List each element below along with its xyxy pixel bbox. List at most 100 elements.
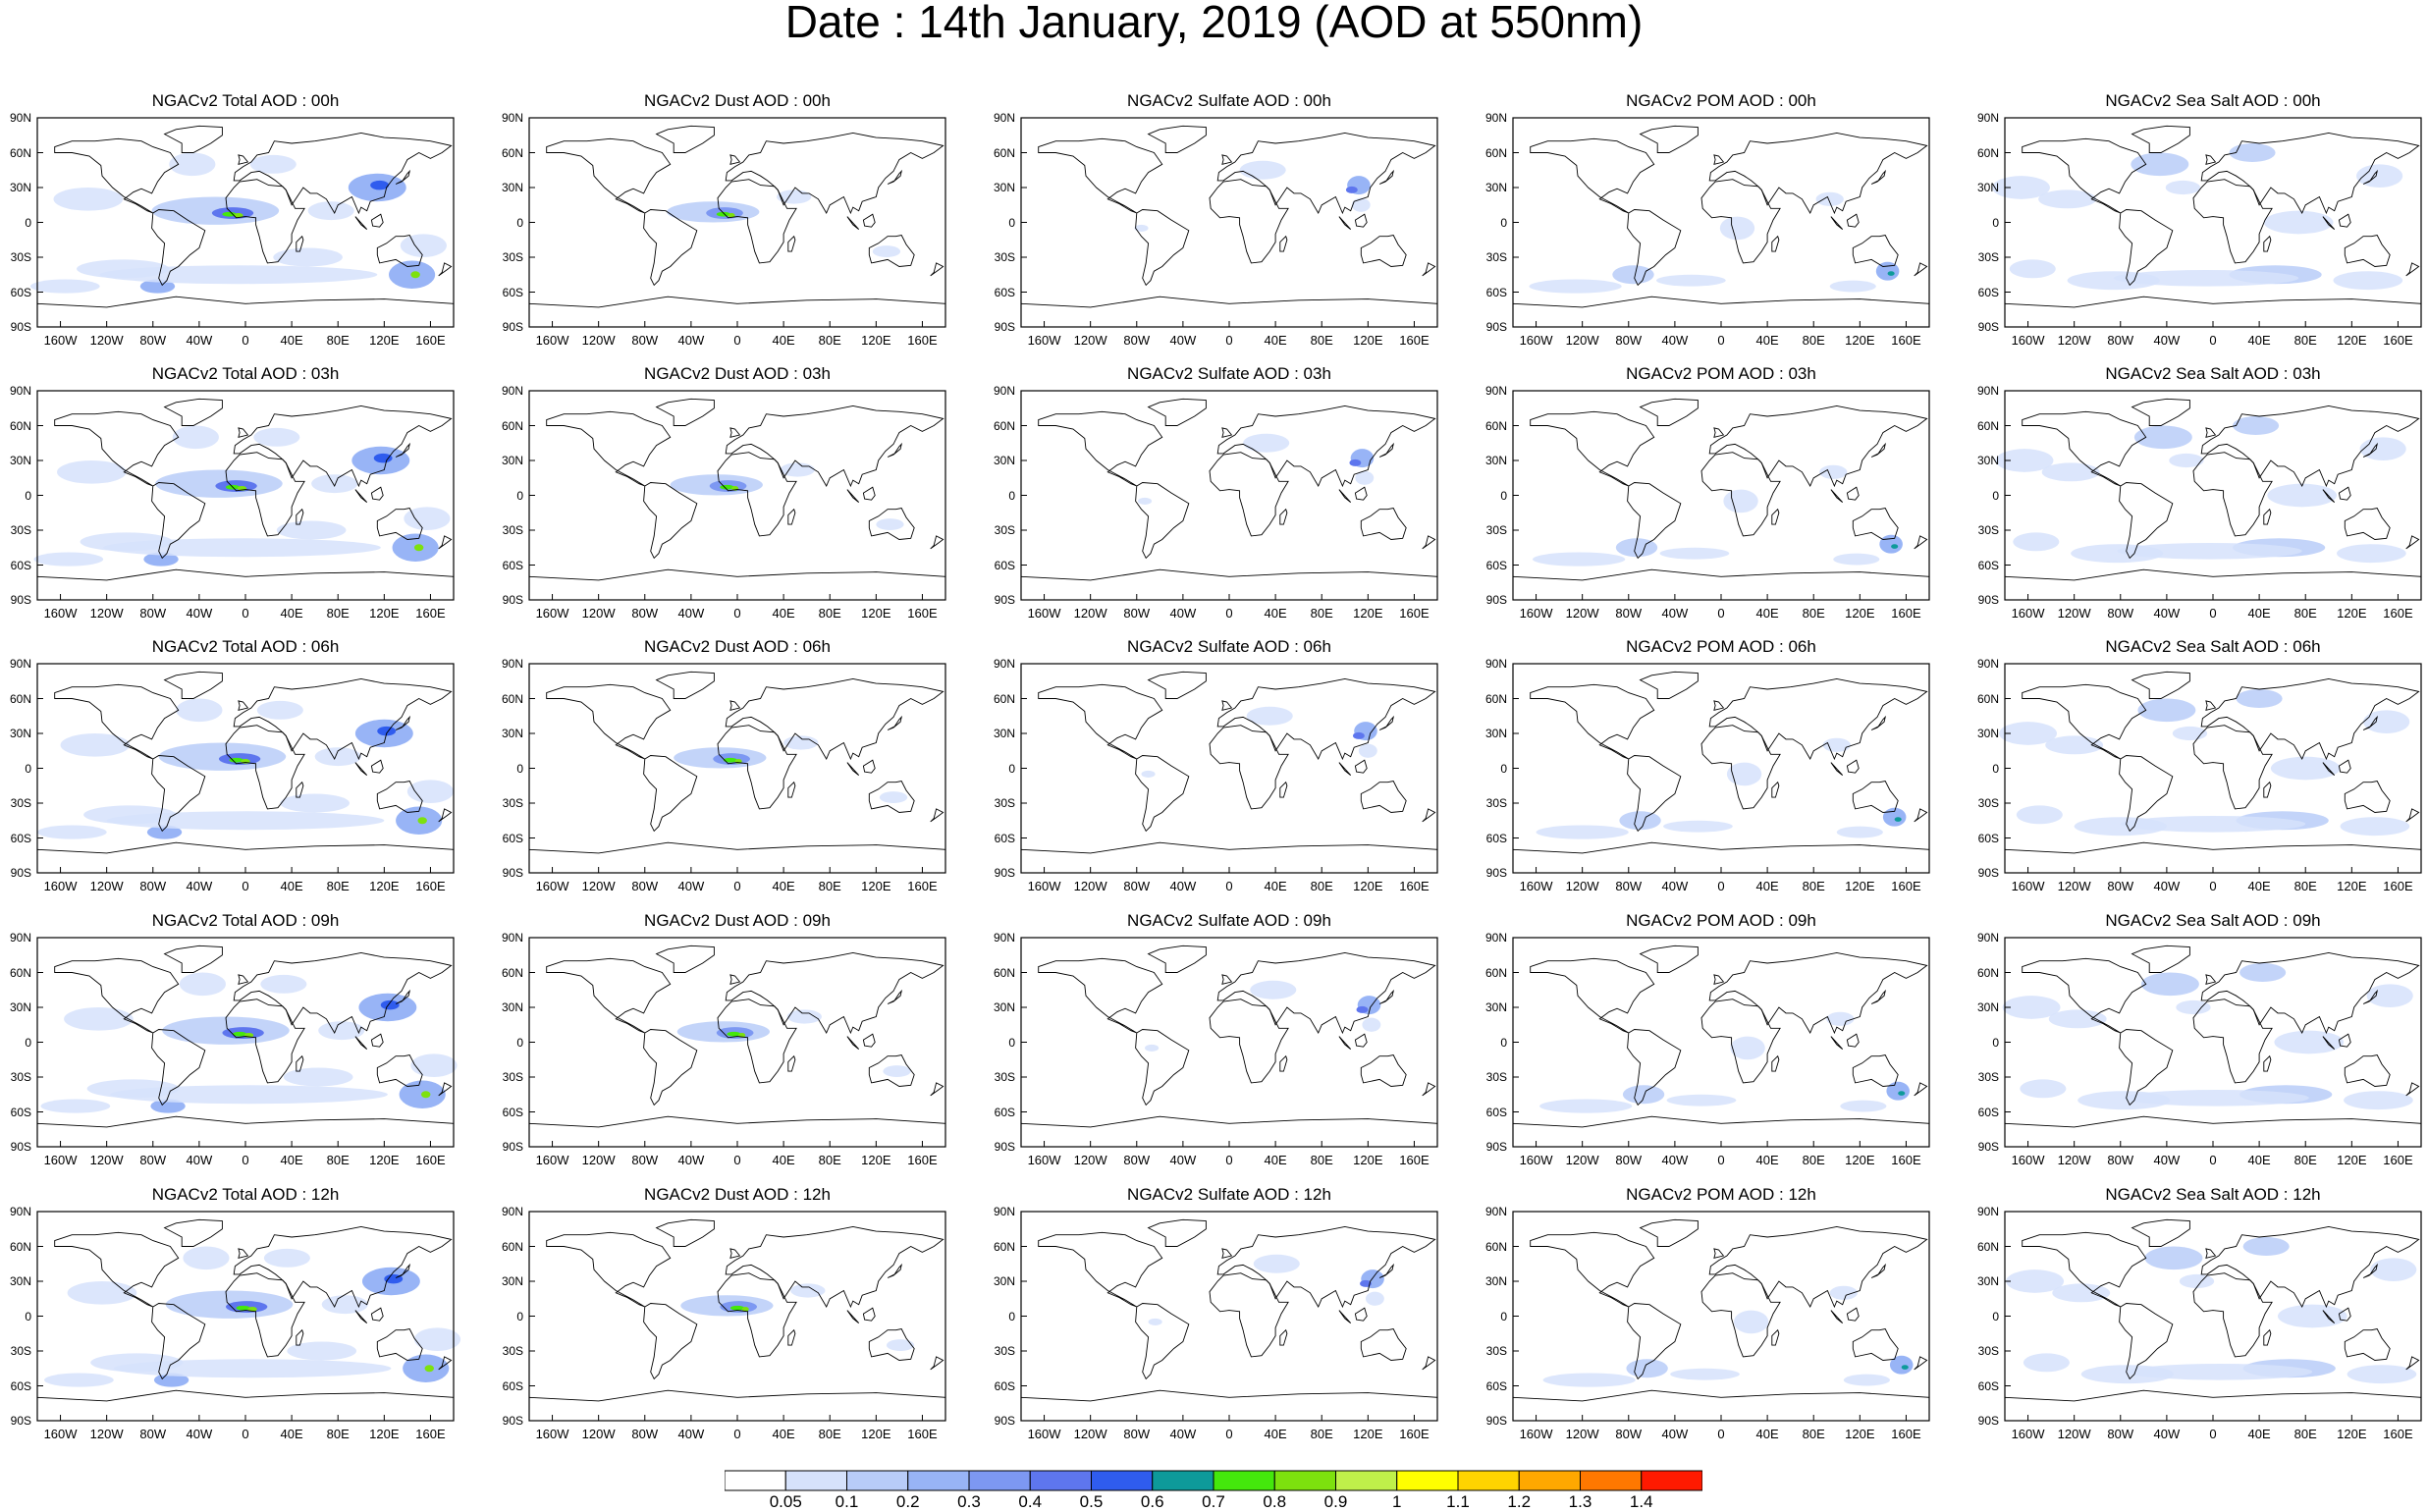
panel-title: NGACv2 Total AOD : 00h xyxy=(151,91,340,110)
lon-tick-label: 80E xyxy=(1310,606,1333,621)
coastline xyxy=(2022,957,2147,1034)
lat-tick-label: 30S xyxy=(994,250,1015,264)
aod-map xyxy=(528,1211,946,1422)
lat-tick-label: 30N xyxy=(1976,1274,1999,1288)
aod-field xyxy=(1879,534,1903,554)
lon-tick-label: 120W xyxy=(1565,1153,1599,1167)
lat-tick-label: 90S xyxy=(10,1414,31,1428)
lon-tick-label: 40E xyxy=(2247,879,2271,893)
lon-tick-label: 80E xyxy=(326,1153,350,1167)
lon-tick-label: 40W xyxy=(677,333,705,348)
lat-tick-label: 60S xyxy=(10,558,31,572)
coastline xyxy=(2322,1036,2336,1050)
coastline xyxy=(1422,808,1436,823)
lon-tick-label: 40W xyxy=(1169,333,1197,348)
lon-tick-label: 120W xyxy=(1073,333,1107,348)
lon-tick-label: 160W xyxy=(1519,606,1553,621)
lat-tick-label: 90S xyxy=(502,1414,523,1428)
lon-tick-label: 80W xyxy=(139,333,167,348)
lat-tick-label: 60S xyxy=(502,285,523,299)
coastline xyxy=(354,216,368,230)
lat-tick-label: 0 xyxy=(1992,1309,1999,1323)
coastline xyxy=(725,1225,944,1309)
lat-tick-label: 60N xyxy=(501,965,523,980)
lat-tick-label: 90N xyxy=(1484,1205,1507,1218)
coastline xyxy=(862,1033,876,1048)
lat-tick-label: 30N xyxy=(993,1274,1015,1288)
lon-tick-label: 160E xyxy=(2383,333,2413,348)
lon-tick-label: 160W xyxy=(43,1153,78,1167)
lon-tick-label: 40W xyxy=(2153,1427,2181,1441)
aod-field xyxy=(60,733,131,757)
colorbar-label: 0.9 xyxy=(1323,1492,1348,1511)
coastline xyxy=(1147,398,1207,426)
aod-field xyxy=(1822,737,1851,752)
lat-tick-label: 0 xyxy=(25,488,31,503)
aod-field xyxy=(77,259,170,279)
coastline xyxy=(151,1029,206,1107)
lat-tick-label: 60S xyxy=(994,285,1015,299)
coastline xyxy=(238,1248,249,1259)
aod-field xyxy=(183,1246,230,1270)
aod-field xyxy=(879,791,908,803)
lon-tick-label: 120W xyxy=(581,1427,616,1441)
coastline xyxy=(1338,216,1352,230)
aod-field xyxy=(314,747,361,767)
aod-field xyxy=(1626,1359,1668,1378)
lat-tick-label: 60S xyxy=(1485,1105,1507,1119)
lat-tick-label: 30S xyxy=(1485,1070,1507,1084)
lon-tick-label: 160E xyxy=(1399,333,1430,348)
aod-field xyxy=(2013,532,2060,552)
lon-tick-label: 80W xyxy=(1123,1153,1151,1167)
coastline xyxy=(1830,1310,1844,1323)
aod-field xyxy=(883,1065,911,1077)
aod-field xyxy=(1833,553,1880,566)
lon-tick-label: 0 xyxy=(733,333,741,348)
coastline xyxy=(729,1248,741,1259)
lon-tick-label: 120W xyxy=(2057,879,2091,893)
lat-tick-label: 30S xyxy=(502,523,523,537)
lat-tick-label: 60N xyxy=(993,145,1015,160)
colorbar xyxy=(725,1470,1702,1491)
coastline xyxy=(1378,989,1395,1004)
lon-tick-label: 120W xyxy=(1073,879,1107,893)
coastline xyxy=(1708,677,1928,761)
coastline xyxy=(1627,482,1682,560)
coastline xyxy=(1221,1248,1233,1259)
aod-field xyxy=(2242,1237,2290,1256)
map-frame xyxy=(1020,663,1438,874)
lon-tick-label: 160E xyxy=(2383,606,2413,621)
lat-tick-label: 90S xyxy=(994,593,1015,607)
coastline xyxy=(1354,1307,1368,1322)
lon-tick-label: 40W xyxy=(1169,606,1197,621)
lat-tick-label: 30S xyxy=(10,1070,31,1084)
lat-tick-label: 60N xyxy=(993,418,1015,433)
coastline xyxy=(233,405,453,488)
coastline xyxy=(2322,1310,2336,1323)
coastline xyxy=(225,452,305,537)
lon-tick-label: 160W xyxy=(2011,879,2045,893)
lat-tick-label: 60N xyxy=(1976,691,1999,706)
aod-field xyxy=(417,817,427,825)
aod-map xyxy=(1512,117,1930,328)
coastline xyxy=(1422,1356,1436,1371)
lon-tick-label: 160E xyxy=(415,1153,446,1167)
coastline xyxy=(1852,1053,1899,1087)
map-frame xyxy=(528,937,946,1148)
coastline xyxy=(2263,781,2272,798)
coastline xyxy=(1147,1218,1207,1247)
coastline xyxy=(643,209,698,287)
aod-field xyxy=(153,1373,189,1387)
aod-field xyxy=(1992,176,2050,199)
lon-tick-label: 160W xyxy=(535,606,569,621)
coastline xyxy=(1870,1263,1887,1278)
lat-tick-label: 30S xyxy=(502,250,523,264)
coastline xyxy=(546,410,672,487)
lon-tick-label: 0 xyxy=(242,606,249,621)
coastline xyxy=(868,1327,915,1361)
lon-tick-label: 80W xyxy=(2107,879,2134,893)
aod-field xyxy=(1889,1355,1914,1375)
lat-tick-label: 90S xyxy=(502,866,523,880)
colorbar-swatch xyxy=(1273,1470,1336,1491)
aod-field xyxy=(2179,1273,2215,1289)
